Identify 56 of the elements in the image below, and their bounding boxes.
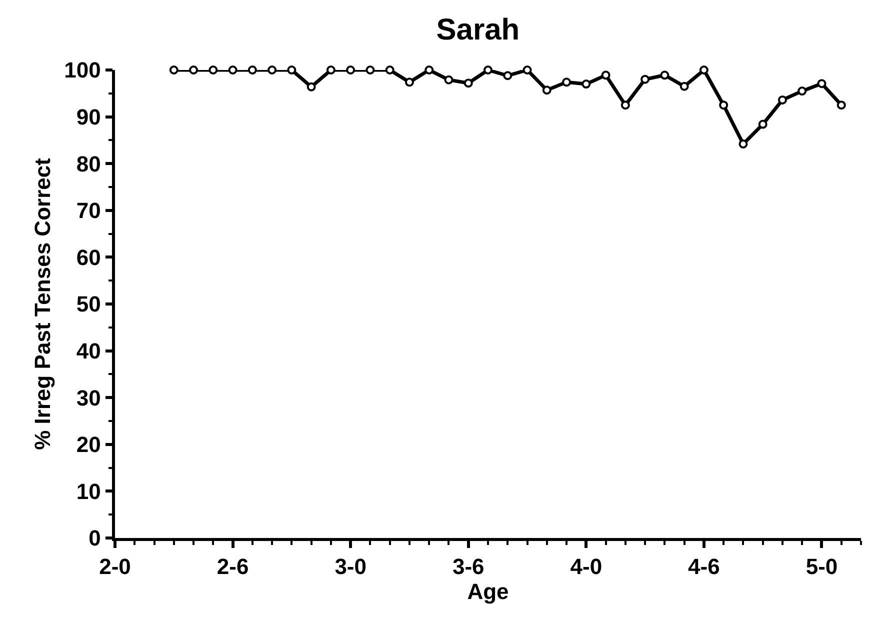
y-tick-label: 80: [76, 151, 101, 176]
point: [601, 70, 610, 80]
y-tick-label: 10: [76, 478, 101, 504]
point: [562, 78, 572, 87]
x-tick-label: 3-0: [334, 554, 366, 580]
point: [326, 66, 336, 74]
y-tick-label: 90: [76, 104, 101, 130]
point: [464, 78, 473, 88]
point: [817, 79, 826, 88]
point: [444, 75, 454, 84]
point: [640, 74, 650, 84]
point: [778, 95, 787, 104]
y-tick-label: 0: [88, 526, 101, 551]
point: [287, 66, 296, 74]
point: [738, 139, 748, 148]
y-tick-label: 70: [76, 198, 101, 224]
point: [268, 66, 277, 74]
point: [660, 70, 670, 80]
x-tick-label: 5-0: [806, 554, 838, 580]
x-tick-label: 2-6: [216, 554, 249, 580]
point: [542, 86, 552, 95]
x-axis-title: Age: [467, 579, 509, 604]
point: [248, 66, 257, 74]
point: [620, 100, 630, 110]
y-tick-label: 40: [76, 338, 101, 364]
point: [346, 66, 356, 74]
point: [385, 66, 394, 74]
point: [680, 82, 689, 91]
y-tick-label: 20: [76, 432, 101, 458]
point: [582, 80, 591, 89]
y-tick-label: 60: [76, 244, 101, 270]
point: [758, 120, 768, 129]
point: [699, 66, 708, 74]
point: [503, 71, 512, 80]
point: [189, 66, 198, 74]
point: [366, 66, 375, 74]
point: [404, 78, 414, 87]
point: [424, 66, 434, 74]
point: [719, 100, 728, 110]
point: [522, 66, 532, 74]
point: [169, 66, 178, 74]
point: [306, 82, 316, 92]
x-tick-label: 3-6: [452, 554, 484, 580]
point: [208, 66, 218, 74]
x-tick-label: 4-6: [688, 554, 720, 580]
y-tick-label: 100: [64, 58, 101, 83]
x-tick-label: 2-0: [99, 554, 131, 580]
chart-title: Sarah: [436, 14, 520, 47]
point: [836, 100, 846, 110]
y-axis-title: % Irreg Past Tenses Correct: [30, 157, 55, 450]
point: [798, 86, 807, 96]
x-tick-label: 4-0: [570, 554, 602, 580]
point: [484, 66, 492, 74]
point: [228, 66, 238, 74]
y-tick-label: 50: [76, 292, 101, 317]
y-tick-label: 30: [76, 385, 101, 410]
